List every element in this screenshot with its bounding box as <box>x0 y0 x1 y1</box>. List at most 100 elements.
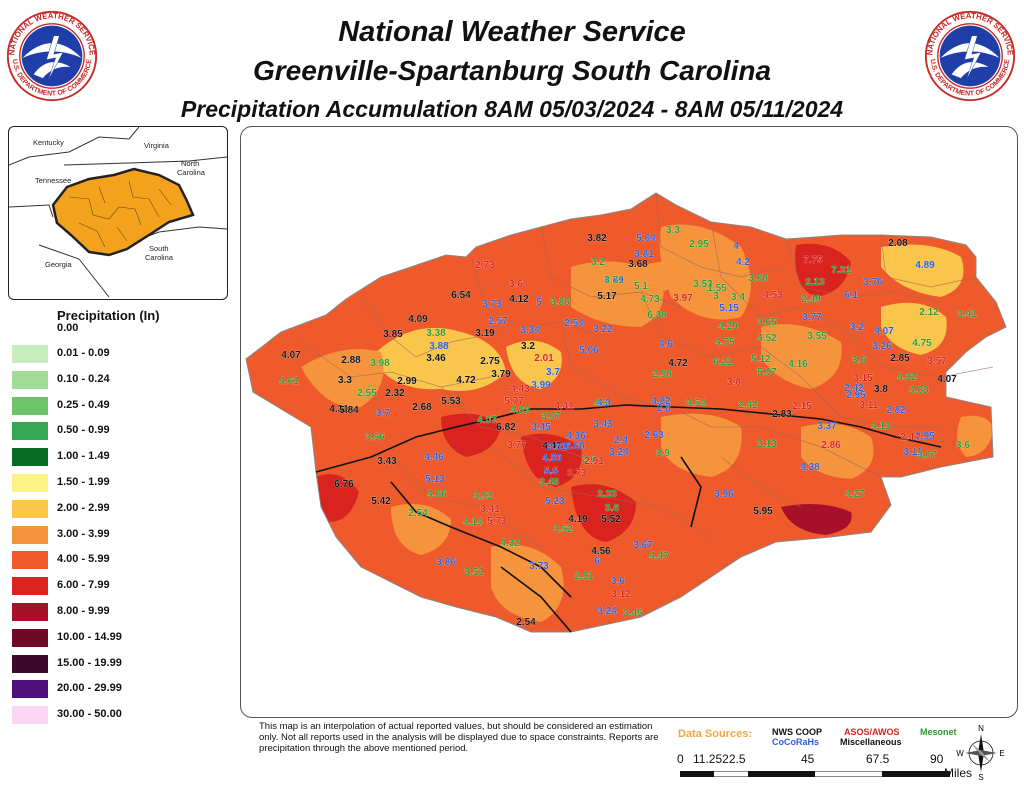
precip-reading: 4.53 <box>763 290 783 301</box>
inset-label-north-carolina-1: North <box>181 159 200 168</box>
precip-reading: 4.32 <box>500 538 520 549</box>
precip-reading: 6.54 <box>451 290 471 301</box>
scale-tick-4: 90 <box>930 752 944 766</box>
precip-reading: 3.2 <box>521 341 535 352</box>
precip-reading: 6.76 <box>334 479 354 490</box>
precip-reading: 3.77 <box>802 312 822 323</box>
map-base-layer <box>246 193 1006 632</box>
scale-tick-1: 11.2522.5 <box>693 752 746 766</box>
precip-reading: 2.91 <box>584 456 604 467</box>
precip-reading: 4.82 <box>651 396 671 407</box>
svg-text:E: E <box>999 749 1004 758</box>
precip-reading: 4.89 <box>604 275 624 286</box>
precip-reading: 3.46 <box>426 353 446 364</box>
precip-reading: 3.13 <box>757 439 777 450</box>
precip-reading: 4.72 <box>456 375 476 386</box>
precip-reading: 3.2 <box>850 322 864 333</box>
precip-contour <box>795 243 851 297</box>
precip-contour <box>371 327 506 391</box>
precip-reading: 2.49 <box>801 294 821 305</box>
precip-reading: 5.23 <box>545 496 565 507</box>
precip-reading: 3.76 <box>863 277 883 288</box>
precip-reading: 2.42 <box>738 400 758 411</box>
precip-reading: 3.37 <box>817 421 837 432</box>
precip-reading: 2.42 <box>844 383 864 394</box>
precip-reading: 3.53 <box>693 279 713 290</box>
precip-reading: 2.85 <box>890 353 910 364</box>
disclaimer-text: This map is an interpolation of actual r… <box>259 721 659 754</box>
precip-reading: 3.52 <box>553 524 573 535</box>
precip-reading: 3.57 <box>927 356 947 367</box>
inset-label-virginia: Virginia <box>144 141 169 150</box>
precip-reading: 4.75 <box>715 337 735 348</box>
precip-reading: 2.54 <box>516 617 536 628</box>
legend-swatch <box>12 345 48 363</box>
legend-swatch <box>12 474 48 492</box>
legend-label: 8.00 - 9.99 <box>57 605 110 617</box>
title-line-3: Precipitation Accumulation 8AM 05/03/202… <box>180 96 844 122</box>
precip-reading: 2.13 <box>805 277 825 288</box>
precip-reading: 3.2 <box>591 257 605 268</box>
precip-contour <box>881 244 964 297</box>
state-boundaries <box>315 404 942 633</box>
precip-reading: 3.3 <box>666 225 680 236</box>
precip-reading: 2.12 <box>919 307 939 318</box>
legend-swatch <box>12 525 48 544</box>
scale-unit: Miles <box>944 766 973 780</box>
precip-contour <box>957 415 993 457</box>
precip-reading: 3.73 <box>567 468 587 479</box>
precip-reading: 5.17 <box>597 291 617 302</box>
precip-reading: 4.2 <box>736 257 750 268</box>
legend-label: 20.00 - 29.99 <box>57 682 122 695</box>
precip-reading: 5.04 <box>636 233 656 244</box>
precip-contour <box>506 340 562 389</box>
precip-reading: 2.88 <box>341 355 361 366</box>
precip-reading: 4.56 <box>591 546 611 557</box>
precip-contour <box>641 262 681 292</box>
precip-reading: 3.81 <box>634 249 654 260</box>
precip-reading: 4.36 <box>566 431 586 442</box>
precip-reading: 2.08 <box>888 238 908 249</box>
legend-label: 15.00 - 19.99 <box>57 656 122 669</box>
precip-reading: 2.95 <box>689 239 709 250</box>
scale-tick-0: 0 <box>677 752 684 766</box>
legend-swatch <box>12 654 48 673</box>
precip-reading: 3.9 <box>656 448 670 459</box>
precipitation-map: 3.82 5.04 3.3 2.95 4 2.08 3.2 3.81 3.68 4.2 7.75 4.… <box>240 126 1018 718</box>
precip-reading: 2.54 <box>408 508 428 519</box>
precip-contour <box>316 474 359 522</box>
precip-reading: 3.51 <box>464 567 484 578</box>
precip-reading: 4.29 <box>718 321 738 332</box>
precip-reading: 4.72 <box>668 358 688 369</box>
precip-reading: 2.6 <box>582 454 596 465</box>
precip-reading: 4.3 <box>594 398 608 409</box>
data-sources-label: Data Sources: <box>678 728 752 740</box>
precip-reading: 4.27 <box>845 489 865 500</box>
precip-reading: 6.21 <box>713 357 733 368</box>
precip-reading: 4.73 <box>640 294 660 305</box>
precip-reading: 2.95 <box>915 431 935 442</box>
precip-reading: 3.88 <box>550 297 570 308</box>
precip-reading: 4.83 <box>909 385 929 396</box>
precip-reading: 2.57 <box>488 316 508 327</box>
precip-reading: 4.07 <box>937 374 957 385</box>
precip-reading: 5.95 <box>753 506 773 517</box>
precip-reading: 4.46 <box>424 452 444 463</box>
precip-reading: 2.75 <box>480 356 500 367</box>
precip-reading: 2.4 <box>614 435 628 446</box>
legend-label: 0.01 - 0.09 <box>57 347 110 359</box>
precip-reading: 3.4 <box>731 292 745 303</box>
precip-reading: 5.73 <box>487 516 507 527</box>
precip-reading: 6.1 <box>844 290 858 301</box>
precip-reading: 2.8 <box>657 403 671 414</box>
precip-reading: 4.6 <box>659 339 673 350</box>
region-outline <box>245 192 1007 633</box>
nws-logo-left: NATIONAL WEATHER SERVICE U.S. DEPARTMENT… <box>6 10 98 102</box>
inset-label-georgia: Georgia <box>45 260 72 269</box>
precip-reading: 3.8 <box>874 384 888 395</box>
precip-reading: 3.11 <box>904 447 923 458</box>
legend-label: 10.00 - 14.99 <box>57 630 122 643</box>
precip-reading: 3.33 <box>597 489 617 500</box>
precip-contour <box>881 302 947 355</box>
precip-reading: 3.6 <box>611 576 625 587</box>
